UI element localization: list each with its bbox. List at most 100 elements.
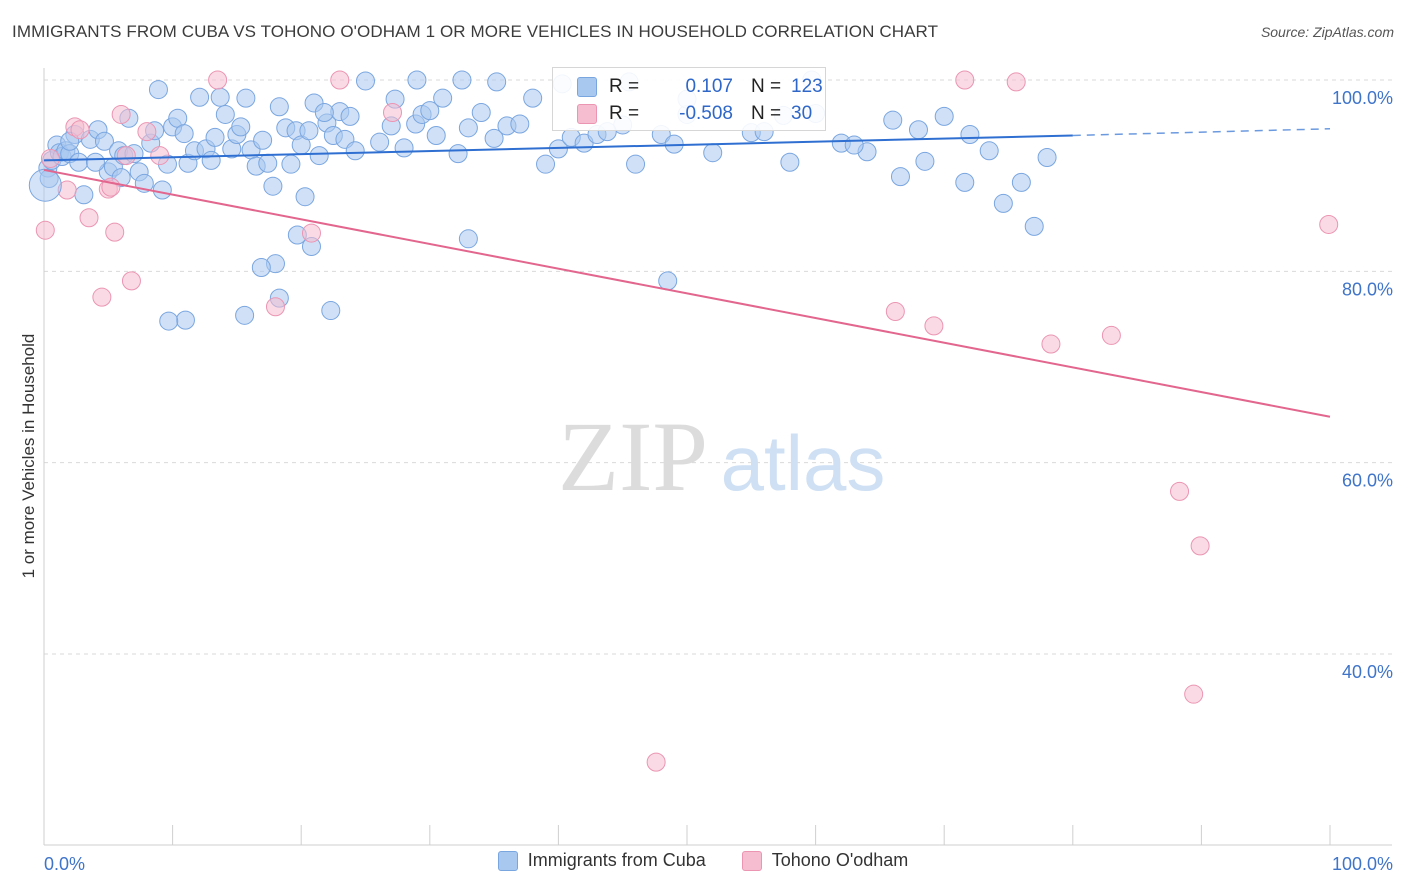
y-tick-label: 80.0% <box>1342 279 1393 299</box>
point-tohono <box>383 103 403 123</box>
point-cuba <box>780 152 800 172</box>
tick-labels: 40.0% 60.0% 80.0% 100.0% 0.0% 100.0% <box>44 88 1393 874</box>
point-cuba <box>321 301 341 321</box>
point-tohono <box>208 70 228 90</box>
point-cuba <box>420 101 440 121</box>
point-cuba <box>85 152 105 172</box>
point-cuba <box>433 88 453 108</box>
point-cuba <box>175 310 195 330</box>
point-tohono <box>1101 325 1121 345</box>
point-cuba <box>269 97 289 117</box>
stats-row-tohono: R = -0.508 N = 30 <box>577 101 812 127</box>
point-tohono <box>1170 481 1190 501</box>
point-cuba <box>658 271 678 291</box>
point-cuba <box>251 258 271 278</box>
point-cuba <box>955 172 975 192</box>
point-cuba <box>1037 147 1057 167</box>
point-tohono <box>301 223 321 243</box>
legend-label-tohono: Tohono O'odham <box>771 850 909 870</box>
point-cuba <box>487 72 507 92</box>
watermark-atlas: atlas <box>721 419 886 507</box>
trend-line-tohono <box>43 168 1331 418</box>
point-cuba <box>94 131 114 151</box>
point-cuba <box>215 104 235 124</box>
r-value-tohono: -0.508 <box>679 103 733 124</box>
point-cuba <box>370 132 390 152</box>
point-cuba <box>1024 216 1044 236</box>
point-cuba <box>263 176 283 196</box>
point-cuba <box>356 71 375 91</box>
point-cuba <box>309 146 329 166</box>
point-cuba <box>174 124 194 144</box>
y-tick-label: 100.0% <box>1332 88 1393 108</box>
trend-line-cuba-extension <box>1072 128 1331 137</box>
point-tohono <box>70 120 90 140</box>
point-cuba <box>960 125 980 145</box>
point-tohono <box>330 70 350 90</box>
grid-lines <box>44 79 1392 655</box>
point-tohono <box>265 297 285 317</box>
point-cuba <box>28 168 62 202</box>
point-cuba <box>299 121 319 141</box>
x-tick-label: 100.0% <box>1332 854 1393 874</box>
point-cuba <box>281 154 301 174</box>
stats-swatch-cuba <box>577 77 597 97</box>
point-cuba <box>190 87 210 107</box>
point-cuba <box>626 154 646 174</box>
point-cuba <box>703 143 723 163</box>
point-cuba <box>235 305 255 325</box>
point-tohono <box>955 70 975 90</box>
r-value-cuba: 0.107 <box>685 76 733 97</box>
point-cuba <box>484 128 504 148</box>
point-cuba <box>448 144 468 164</box>
point-cuba <box>915 151 935 171</box>
point-cuba <box>394 138 414 158</box>
y-tick-label: 60.0% <box>1342 471 1393 491</box>
point-cuba <box>510 114 530 134</box>
point-cuba <box>314 103 334 123</box>
legend-item-tohono[interactable]: Tohono O'odham <box>741 850 909 871</box>
n-value-tohono: 30 <box>791 103 813 124</box>
x-tick-label: 0.0% <box>44 854 85 874</box>
point-cuba <box>458 118 478 138</box>
point-cuba <box>345 141 365 161</box>
point-cuba <box>407 70 427 90</box>
point-cuba <box>908 120 928 140</box>
legend-label-cuba: Immigrants from Cuba <box>527 850 706 870</box>
n-label: N = <box>751 103 782 124</box>
point-cuba <box>253 130 273 150</box>
point-cuba <box>152 180 172 200</box>
point-cuba <box>458 229 478 249</box>
point-tohono <box>646 752 666 772</box>
point-tohono <box>885 302 905 322</box>
point-tohono <box>35 220 55 240</box>
n-label: N = <box>751 76 782 97</box>
point-tohono <box>40 148 60 168</box>
point-tohono <box>92 287 112 307</box>
legend-swatch-cuba <box>497 850 518 871</box>
point-cuba <box>210 87 230 107</box>
point-cuba <box>148 80 168 100</box>
point-cuba <box>883 110 903 130</box>
trend-line-cuba <box>43 134 1073 162</box>
point-cuba <box>205 127 225 147</box>
point-cuba <box>934 106 954 126</box>
point-tohono <box>137 122 157 142</box>
point-tohono <box>105 222 125 242</box>
point-tohono <box>1190 536 1210 556</box>
legend-item-cuba[interactable]: Immigrants from Cuba <box>497 850 706 871</box>
point-cuba <box>452 70 472 90</box>
point-cuba <box>426 125 446 145</box>
axes <box>43 68 1392 846</box>
stats-row-cuba: R = 0.107 N = 123 <box>577 74 823 100</box>
watermark: ZIP atlas <box>558 401 885 512</box>
point-tohono <box>79 208 99 228</box>
r-label: R = <box>609 76 640 97</box>
point-cuba <box>69 152 89 172</box>
source-label: Source: ZipAtlas.com <box>1260 24 1394 40</box>
watermark-zip: ZIP <box>558 401 708 512</box>
point-cuba <box>258 153 278 173</box>
chart-title: IMMIGRANTS FROM CUBA VS TOHONO O'ODHAM 1… <box>12 22 939 41</box>
point-cuba <box>471 103 491 123</box>
